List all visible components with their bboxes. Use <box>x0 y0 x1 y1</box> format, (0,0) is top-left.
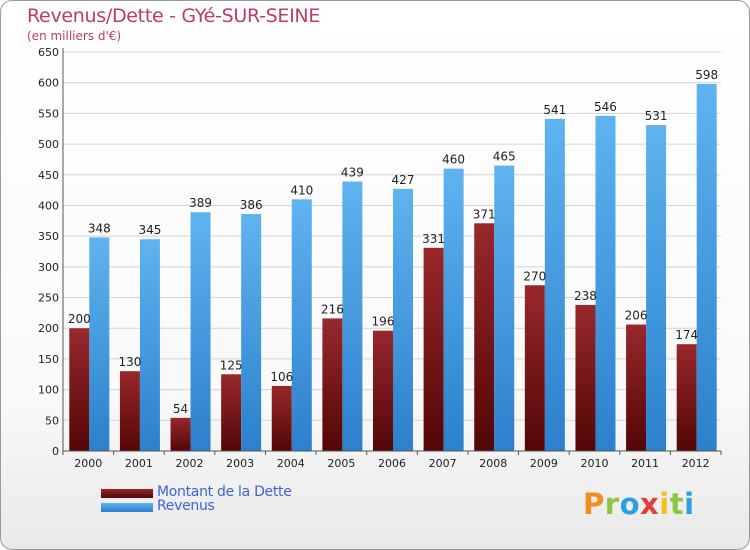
bar-dette <box>170 417 191 451</box>
x-tick-label: 2011 <box>631 457 659 470</box>
y-tick-label: 100 <box>38 384 59 397</box>
x-tick-label: 2004 <box>277 457 305 470</box>
bar-dette <box>221 374 242 451</box>
legend-label-revenus: Revenus <box>157 498 215 514</box>
y-tick-label: 150 <box>38 353 59 366</box>
legend-label-dette: Montant de la Dette <box>157 484 292 500</box>
value-label-revenus: 427 <box>392 173 415 187</box>
value-label-dette: 130 <box>118 355 141 369</box>
chart-subtitle: (en milliers d'€) <box>27 29 122 43</box>
value-label-dette: 174 <box>675 328 698 342</box>
bar-dette <box>575 304 596 451</box>
value-label-dette: 270 <box>523 269 546 283</box>
value-label-revenus: 389 <box>189 196 212 210</box>
x-tick-label: 2009 <box>530 457 558 470</box>
bar-dette <box>373 330 393 451</box>
x-tick-label: 2012 <box>682 457 710 470</box>
value-label-dette: 331 <box>422 232 445 246</box>
logo-letter: i <box>684 487 695 521</box>
x-tick-label: 2005 <box>327 457 355 470</box>
y-tick-label: 300 <box>38 261 59 274</box>
bar-dette <box>322 318 343 451</box>
bar-dette <box>271 385 292 451</box>
y-tick-label: 450 <box>38 169 59 182</box>
value-label-dette: 216 <box>321 302 344 316</box>
y-tick-label: 50 <box>45 414 59 427</box>
legend-swatch-revenus <box>101 503 153 512</box>
value-label-revenus: 345 <box>138 223 161 237</box>
value-label-dette: 206 <box>625 309 648 323</box>
bar-revenus <box>89 237 110 451</box>
x-tick-label: 2003 <box>226 457 254 470</box>
bar-dette <box>626 324 647 451</box>
value-label-revenus: 460 <box>442 153 465 167</box>
bar-revenus <box>241 214 262 451</box>
bar-revenus <box>544 118 565 451</box>
value-label-revenus: 465 <box>493 150 516 164</box>
value-label-revenus: 410 <box>290 183 313 197</box>
x-tick-label: 2002 <box>176 457 204 470</box>
bar-dette <box>524 285 545 451</box>
legend-swatch-dette <box>101 489 153 498</box>
logo-letter: x <box>640 487 660 521</box>
bar-revenus <box>393 188 413 451</box>
proxiti-logo: Proxiti <box>583 487 695 521</box>
logo-letter: P <box>583 487 605 521</box>
bar-revenus <box>190 212 211 451</box>
value-label-dette: 196 <box>372 315 395 329</box>
value-label-revenus: 541 <box>543 103 566 117</box>
value-label-revenus: 598 <box>695 68 718 82</box>
x-tick-label: 2000 <box>74 457 102 470</box>
value-label-revenus: 348 <box>88 221 111 235</box>
value-label-revenus: 386 <box>240 198 263 212</box>
x-tick-label: 2008 <box>479 457 507 470</box>
bar-revenus <box>494 165 515 452</box>
bar-revenus <box>291 199 312 451</box>
y-tick-label: 500 <box>38 138 59 151</box>
value-label-revenus: 546 <box>594 100 617 114</box>
x-tick-label: 2007 <box>429 457 457 470</box>
logo-letter: t <box>669 487 685 521</box>
y-tick-label: 250 <box>38 292 59 305</box>
bar-revenus <box>342 181 363 451</box>
value-label-revenus: 439 <box>341 166 364 180</box>
bar-revenus <box>443 168 464 451</box>
value-label-dette: 54 <box>173 402 188 416</box>
value-label-dette: 371 <box>473 207 496 221</box>
value-label-dette: 125 <box>220 358 243 372</box>
x-tick-label: 2010 <box>580 457 608 470</box>
value-label-revenus: 531 <box>645 109 668 123</box>
y-tick-label: 400 <box>38 199 59 212</box>
value-label-dette: 238 <box>574 289 597 303</box>
bar-revenus <box>696 83 717 452</box>
logo-letter: r <box>604 487 620 521</box>
logo-letter: i <box>659 487 670 521</box>
logo-letter: o <box>619 487 641 521</box>
y-tick-label: 650 <box>38 46 59 59</box>
bar-dette <box>119 371 140 451</box>
chart-title: Revenus/Dette - GYé-SUR-SEINE <box>27 5 321 27</box>
bar-dette <box>676 344 697 451</box>
y-tick-label: 350 <box>38 230 59 243</box>
value-label-dette: 106 <box>270 370 293 384</box>
x-tick-label: 2006 <box>378 457 406 470</box>
bar-revenus <box>646 125 667 451</box>
value-label-dette: 200 <box>68 312 91 326</box>
bar-dette <box>69 328 90 451</box>
bar-dette <box>423 247 444 451</box>
x-tick-label: 2001 <box>125 457 153 470</box>
y-tick-label: 0 <box>52 445 59 458</box>
bar-revenus <box>139 239 160 451</box>
y-tick-label: 200 <box>38 322 59 335</box>
y-tick-label: 600 <box>38 77 59 90</box>
bar-revenus <box>595 115 616 451</box>
bar-dette <box>474 223 495 451</box>
y-tick-label: 550 <box>38 107 59 120</box>
